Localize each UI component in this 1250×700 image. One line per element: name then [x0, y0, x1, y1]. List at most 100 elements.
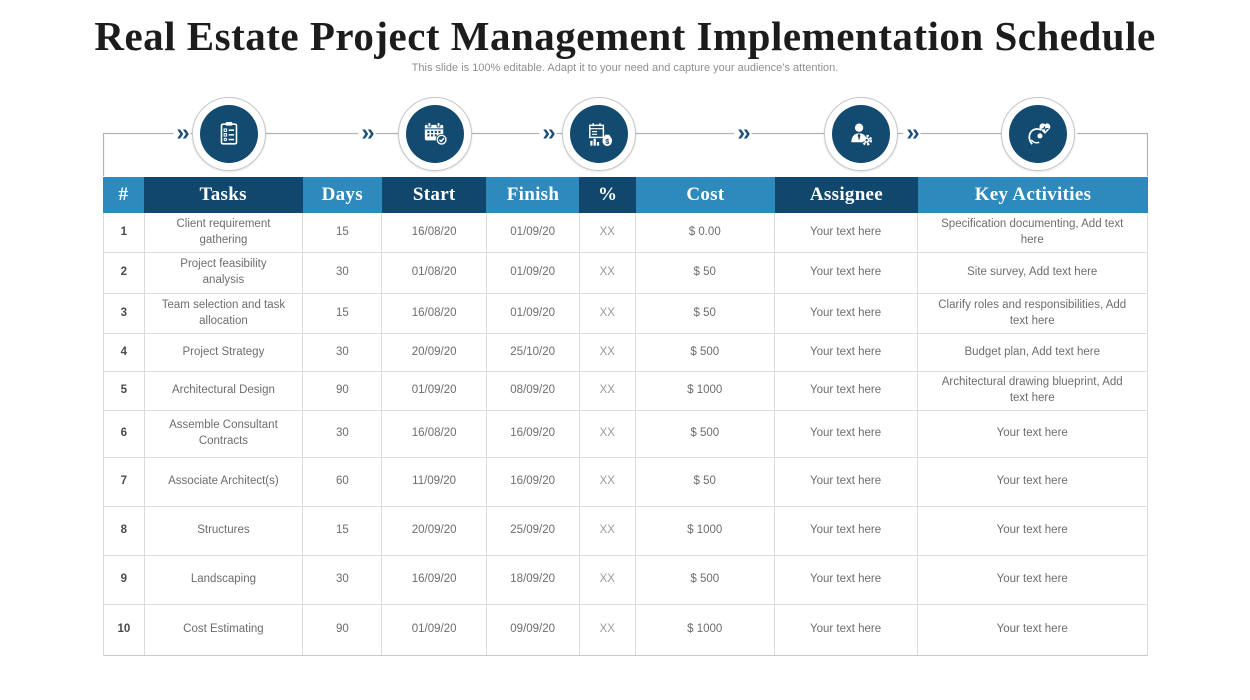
table-cell: 11/09/20 [382, 458, 487, 507]
table-row: 5 Architectural Design 90 01/09/20 08/09/20 X… [104, 372, 1147, 411]
row-number: 3 [104, 294, 145, 334]
table-cell: 20/09/20 [382, 507, 487, 556]
table-cell: Your text here [996, 623, 1068, 636]
table-cell: 01/09/20 [382, 605, 487, 655]
table-cell: XX [579, 411, 636, 458]
page-subtitle: This slide is 100% editable. Adapt it to… [411, 62, 839, 74]
chevron-right-icon: ›› [734, 121, 752, 145]
table-cell: Your text here [774, 507, 918, 556]
table-cell: 25/10/20 [486, 334, 580, 372]
row-number: 8 [104, 507, 145, 556]
table-cell: $ 1000 [635, 507, 775, 556]
table-cell: Client requirement gathering [144, 213, 304, 253]
table-cell: $ 500 [635, 334, 775, 372]
table-cell: Your text here [774, 372, 918, 411]
table-cell: $ 500 [635, 556, 775, 605]
column-header-key-activities: Key Activities [918, 177, 1148, 213]
table-body: 1 Client requirement gathering 15 16/08/20 0… [103, 213, 1148, 656]
table-cell: 08/09/20 [486, 372, 580, 411]
chevron-right-icon: ›› [903, 121, 921, 145]
process-node-schedule [398, 97, 472, 171]
table-cell: Your text here [917, 556, 1147, 605]
table-cell: Project Strategy [144, 334, 304, 372]
column-header-num: # [103, 177, 144, 213]
column-header-assignee: Assignee [774, 177, 919, 213]
table-cell: 90 [303, 372, 383, 411]
table-row: 6 Assemble Consultant Contracts 30 16/08/20… [104, 411, 1147, 458]
table-cell: Your text here [917, 458, 1147, 507]
table-row: 4 Project Strategy 30 20/09/20 25/10/20 XX $ 5… [104, 334, 1147, 372]
table-row: 3 Team selection and task allocation 15 16/… [104, 294, 1147, 334]
table-cell: Specification documenting, Add text here [917, 213, 1147, 253]
table-cell: Architectural Design [144, 372, 304, 411]
table-cell: XX [579, 372, 636, 411]
table-cell: 15 [303, 213, 383, 253]
table-cell: 15 [303, 294, 383, 334]
assignee-gear-icon [832, 105, 890, 163]
table-cell: Clarify roles and responsibilities, Add … [917, 294, 1147, 334]
table-cell: $ 0.00 [635, 213, 775, 253]
table-cell: 30 [303, 253, 383, 294]
table-cell: Structures [144, 507, 304, 556]
table-cell: Cost Estimating [145, 605, 304, 655]
table-cell: Landscaping [144, 556, 304, 605]
table-cell: 30 [303, 334, 383, 372]
table-cell: Assemble Consultant Contracts [144, 411, 304, 458]
table-row: 9 Landscaping 30 16/09/20 18/09/20 XX $ 500 You… [104, 556, 1147, 605]
table-cell: XX [579, 334, 636, 372]
table-cell: XX [579, 507, 636, 556]
table-cell: Your text here [774, 411, 918, 458]
table-cell: XX [579, 458, 636, 507]
row-number: 10 [104, 605, 145, 655]
table-cell: 16/09/20 [486, 411, 580, 458]
table-cell: 25/09/20 [486, 507, 580, 556]
table-row: 2 Project feasibility analysis 30 01/08/20 0… [104, 253, 1147, 294]
table-cell: 09/09/20 [487, 605, 580, 655]
table-cell: 01/09/20 [486, 213, 580, 253]
row-number: 4 [104, 334, 145, 372]
table-cell: XX [579, 556, 636, 605]
table-cell: 90 [303, 605, 383, 655]
table-cell: XX [580, 605, 636, 655]
table-cell: Project feasibility analysis [144, 253, 304, 294]
table-row: 10 Cost Estimating 90 01/09/20 09/09/20 XX $ 1… [104, 605, 1147, 655]
cost-money-chart-icon: $ [570, 105, 628, 163]
table-cell: XX [579, 253, 636, 294]
schedule-table: # Tasks Days Start Finish% Cost Assignee Key Ac… [103, 177, 1148, 656]
table-cell: 16/09/20 [382, 556, 487, 605]
column-header-tasks: Tasks [143, 177, 303, 213]
table-cell: $ 50 [635, 253, 775, 294]
column-header-days: Days [302, 177, 382, 213]
table-cell: 30 [303, 411, 383, 458]
row-number: 6 [104, 411, 145, 458]
row-number: 1 [104, 213, 145, 253]
chevron-right-icon: ›› [539, 121, 557, 145]
row-number: 9 [104, 556, 145, 605]
table-cell: 16/08/20 [382, 411, 487, 458]
table-cell: 16/09/20 [486, 458, 580, 507]
table-row: 7 Associate Architect(s) 60 11/09/20 16/09/2… [104, 458, 1147, 507]
table-cell: XX [579, 294, 636, 334]
table-cell: 16/08/20 [382, 213, 487, 253]
table-cell: 20/09/20 [382, 334, 487, 372]
table-cell: Associate Architect(s) [144, 458, 304, 507]
column-header-num: % [579, 177, 636, 213]
table-cell: $ 50 [635, 458, 775, 507]
svg-text:$: $ [605, 136, 609, 145]
column-header-start: Start [381, 177, 487, 213]
process-node-assignee [824, 97, 898, 171]
table-cell: 18/09/20 [486, 556, 580, 605]
chevron-right-icon: ›› [173, 121, 191, 145]
table-cell: Your text here [774, 334, 918, 372]
table-cell: 60 [303, 458, 383, 507]
table-cell: 15 [303, 507, 383, 556]
table-cell: 01/09/20 [382, 372, 487, 411]
table-cell: Your text here [775, 605, 918, 655]
process-node-tasks [192, 97, 266, 171]
table-cell: 01/08/20 [382, 253, 487, 294]
table-cell: 01/09/20 [486, 253, 580, 294]
column-header-cost: Cost [635, 177, 775, 213]
table-cell: $ 50 [635, 294, 775, 334]
clipboard-checklist-icon [200, 105, 258, 163]
